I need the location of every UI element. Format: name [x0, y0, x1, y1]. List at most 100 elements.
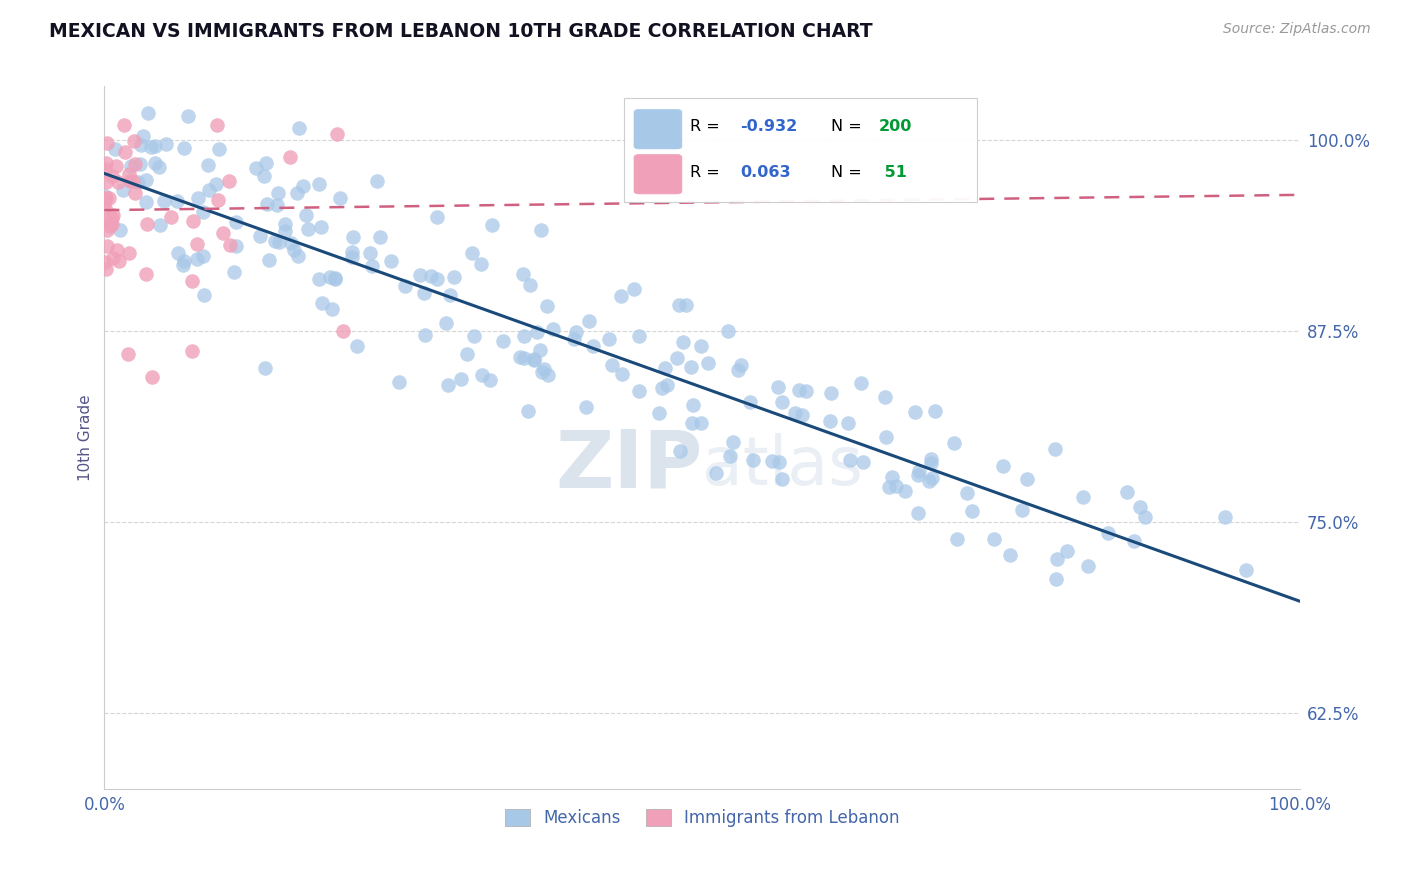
Point [998, 549, 1021, 563]
Point [274, 224, 297, 238]
Point [222, 265, 245, 279]
Point [564, 332, 586, 346]
Text: 0.063: 0.063 [741, 165, 792, 180]
Point [107, 175, 129, 189]
Point [108, 254, 131, 268]
Text: MEXICAN VS IMMIGRANTS FROM LEBANON 10TH GRADE CORRELATION CHART: MEXICAN VS IMMIGRANTS FROM LEBANON 10TH … [49, 22, 873, 41]
Point [533, 362, 555, 376]
Point [340, 244, 363, 259]
Point [918, 474, 941, 488]
Point [727, 362, 749, 376]
Point [1133, 510, 1156, 524]
Point [98, 191, 121, 205]
Point [526, 325, 548, 339]
Point [319, 269, 342, 284]
Point [388, 375, 411, 389]
Point [879, 480, 901, 494]
Point [124, 186, 146, 200]
Point [186, 252, 208, 266]
Point [308, 177, 330, 191]
Point [287, 249, 309, 263]
Point [884, 479, 907, 493]
Point [437, 378, 460, 392]
Point [893, 483, 915, 498]
Point [681, 359, 703, 374]
Point [704, 467, 727, 481]
Point [249, 229, 271, 244]
Point [96, 239, 118, 253]
Point [198, 183, 221, 197]
Point [920, 456, 942, 470]
Point [135, 217, 157, 231]
Point [450, 372, 472, 386]
Point [463, 329, 485, 343]
Point [297, 221, 319, 235]
Point [920, 451, 942, 466]
Point [682, 398, 704, 412]
Point [481, 219, 503, 233]
Point [135, 267, 157, 281]
Point [101, 169, 124, 184]
Text: -0.932: -0.932 [741, 119, 797, 134]
Point [796, 384, 818, 399]
Point [598, 332, 620, 346]
Point [129, 138, 152, 153]
Point [509, 350, 531, 364]
Point [132, 128, 155, 143]
Point [332, 324, 354, 338]
Point [738, 395, 761, 409]
Point [143, 155, 166, 169]
Point [530, 365, 553, 379]
Point [321, 302, 343, 317]
Point [668, 298, 690, 312]
Point [413, 328, 436, 343]
Point [742, 452, 765, 467]
Point [205, 178, 228, 192]
Point [93, 255, 115, 269]
Point [288, 121, 311, 136]
Point [266, 198, 288, 212]
Point [187, 191, 209, 205]
Point [93, 196, 115, 211]
Point [623, 282, 645, 296]
Point [512, 329, 534, 343]
Point [127, 175, 149, 189]
Point [105, 243, 128, 257]
FancyBboxPatch shape [624, 98, 977, 202]
Point [212, 226, 235, 240]
Point [287, 186, 309, 201]
Point [575, 400, 598, 414]
Point [600, 358, 623, 372]
Point [177, 109, 200, 123]
Point [359, 245, 381, 260]
Point [136, 106, 159, 120]
Point [118, 246, 141, 260]
Point [263, 235, 285, 249]
Point [96, 223, 118, 237]
Point [197, 158, 219, 172]
Point [766, 379, 789, 393]
Point [434, 316, 457, 330]
Legend: Mexicans, Immigrants from Lebanon: Mexicans, Immigrants from Lebanon [498, 802, 905, 834]
Point [181, 344, 204, 359]
Point [183, 213, 205, 227]
Point [274, 217, 297, 231]
Point [873, 390, 896, 404]
Point [166, 194, 188, 208]
Point [730, 358, 752, 372]
Point [117, 347, 139, 361]
Point [94, 202, 117, 216]
Point [770, 395, 793, 409]
Point [790, 408, 813, 422]
Point [366, 174, 388, 188]
Point [96, 136, 118, 151]
Point [983, 532, 1005, 546]
Point [1129, 500, 1152, 515]
Point [787, 383, 810, 397]
Point [120, 159, 142, 173]
Point [166, 246, 188, 260]
Point [193, 249, 215, 263]
Point [492, 334, 515, 348]
Point [461, 245, 484, 260]
Point [837, 416, 859, 430]
